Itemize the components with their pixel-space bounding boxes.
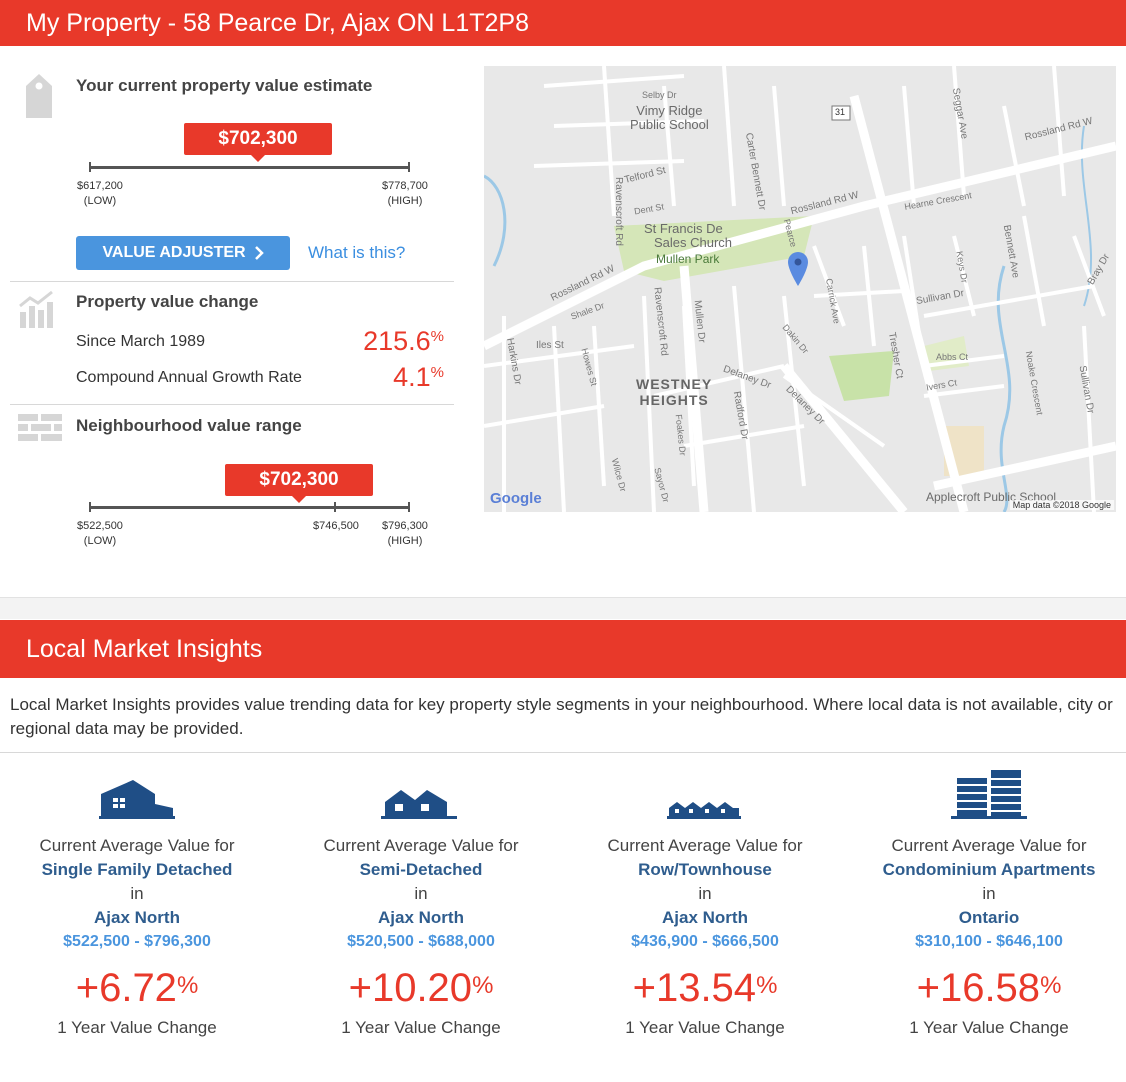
neighbourhood-low-value: $522,500 <box>77 520 123 532</box>
insights-intro: Local Market Insights provides value tre… <box>10 695 1113 738</box>
neighbourhood-mid-value: $746,500 <box>313 520 359 532</box>
card-label: Current Average Value for <box>891 836 1087 855</box>
chevron-right-icon <box>254 246 264 260</box>
card-range: $436,900 - $666,500 <box>631 933 779 950</box>
divider <box>10 281 454 282</box>
card-footer: 1 Year Value Change <box>57 1018 217 1037</box>
semi-detached-icon <box>381 790 457 819</box>
neighbourhood-high-tag: (HIGH) <box>387 535 423 547</box>
insight-card-semi-detached: Current Average Value for Semi-Detached … <box>286 760 556 1038</box>
what-is-this-link[interactable]: What is this? <box>308 243 406 262</box>
map-label-ravenscroft: Ravenscroft Rd <box>612 177 624 246</box>
condo-icon <box>951 770 1027 819</box>
value-adjuster-button[interactable]: VALUE ADJUSTER <box>76 236 290 270</box>
neighbourhood-mid-tick <box>334 502 336 512</box>
card-label: Current Average Value for <box>39 836 235 855</box>
growth-chart-icon <box>19 290 53 328</box>
card-range: $522,500 - $796,300 <box>63 933 211 950</box>
card-in: in <box>130 884 144 903</box>
value-adjuster-label: VALUE ADJUSTER <box>102 244 246 261</box>
card-footer: 1 Year Value Change <box>909 1018 1069 1037</box>
card-area: Ontario <box>958 908 1020 927</box>
card-in: in <box>982 884 996 903</box>
neighbourhood-low-tick <box>89 502 91 512</box>
neighbourhood-high: $796,300 (HIGH) <box>374 519 436 549</box>
neighbourhood-low: $522,500 (LOW) <box>70 519 130 549</box>
google-logo: Google <box>490 490 542 507</box>
estimate-range-track <box>90 166 410 169</box>
page-header: My Property - 58 Pearce Dr, Ajax ON L1T2… <box>0 0 1126 46</box>
neighbourhood-range-track <box>90 506 410 509</box>
since-value: 215.6% <box>363 326 444 356</box>
estimate-title: Your current property value estimate <box>76 76 373 95</box>
location-pin-icon[interactable] <box>788 252 808 286</box>
card-footer: 1 Year Value Change <box>625 1018 785 1037</box>
card-segment: Semi-Detached <box>359 860 483 879</box>
divider <box>0 752 1126 753</box>
neighbourhood-low-tag: (LOW) <box>83 535 117 547</box>
map-canvas[interactable] <box>484 66 1116 512</box>
card-footer: 1 Year Value Change <box>341 1018 501 1037</box>
card-area: Ajax North <box>378 908 464 927</box>
house-icon <box>99 780 175 819</box>
change-title: Property value change <box>76 292 259 311</box>
neighbourhood-high-value: $796,300 <box>382 520 428 532</box>
card-change: +13.54% <box>632 966 778 1010</box>
insights-header: Local Market Insights <box>0 620 1126 678</box>
map-label-westney: WESTNEY HEIGHTS <box>636 376 713 408</box>
card-segment: Condominium Apartments <box>882 860 1096 879</box>
estimate-high-value: $778,700 <box>382 180 428 192</box>
page-title: My Property - 58 Pearce Dr, Ajax ON L1T2… <box>26 8 529 37</box>
neighbourhood-title: Neighbourhood value range <box>76 416 302 435</box>
estimate-high: $778,700 (HIGH) <box>374 179 436 209</box>
townhouse-icon <box>667 802 741 819</box>
map-label-vimy: Vimy Ridge Public School <box>630 103 709 132</box>
neighbourhood-high-tick <box>408 502 410 512</box>
map-label-selby: Selby Dr <box>642 90 677 100</box>
insight-card-townhouse: Current Average Value for Row/Townhouse … <box>570 760 840 1038</box>
card-label: Current Average Value for <box>607 836 803 855</box>
price-tag-icon <box>26 74 52 118</box>
map-label-abbs: Abbs Ct <box>936 352 969 362</box>
card-change: +10.20% <box>348 966 494 1010</box>
neighbourhood-value-flag: $702,300 <box>225 464 373 503</box>
estimate-low: $617,200 (LOW) <box>70 179 130 209</box>
insight-card-single-family: Current Average Value for Single Family … <box>2 760 272 1038</box>
since-label: Since March 1989 <box>76 333 205 350</box>
section-separator <box>0 597 1126 619</box>
card-segment: Row/Townhouse <box>638 860 772 879</box>
map-attribution[interactable]: Map data ©2018 Google <box>1009 500 1114 510</box>
estimate-high-tick <box>408 162 410 172</box>
card-label: Current Average Value for <box>323 836 519 855</box>
map-label-highway: 31 <box>835 107 846 117</box>
estimate-value-flag: $702,300 <box>184 123 332 162</box>
estimate-low-tick <box>89 162 91 172</box>
property-map[interactable]: Vimy Ridge Public School Selby Dr Telford… <box>484 66 1116 512</box>
map-label-iles: Iles St <box>536 340 564 351</box>
insights-title: Local Market Insights <box>26 634 263 663</box>
cagr-label: Compound Annual Growth Rate <box>76 369 302 386</box>
estimate-high-tag: (HIGH) <box>387 195 423 207</box>
card-in: in <box>414 884 428 903</box>
card-area: Ajax North <box>94 908 180 927</box>
map-label-mullen-park: Mullen Park <box>656 252 720 266</box>
card-area: Ajax North <box>662 908 748 927</box>
card-range: $310,100 - $646,100 <box>915 933 1063 950</box>
card-in: in <box>698 884 712 903</box>
card-change: +6.72% <box>75 966 199 1010</box>
estimate-low-value: $617,200 <box>77 180 123 192</box>
map-label-stfrancis: St Francis De Sales Church <box>644 221 733 250</box>
card-range: $520,500 - $688,000 <box>347 933 495 950</box>
insight-card-condo: Current Average Value for Condominium Ap… <box>854 760 1124 1038</box>
card-change: +16.58% <box>916 966 1062 1010</box>
cagr-value: 4.1% <box>393 362 444 392</box>
card-segment: Single Family Detached <box>41 860 233 879</box>
divider <box>10 404 454 405</box>
estimate-low-tag: (LOW) <box>83 195 117 207</box>
brick-wall-icon <box>18 414 62 441</box>
